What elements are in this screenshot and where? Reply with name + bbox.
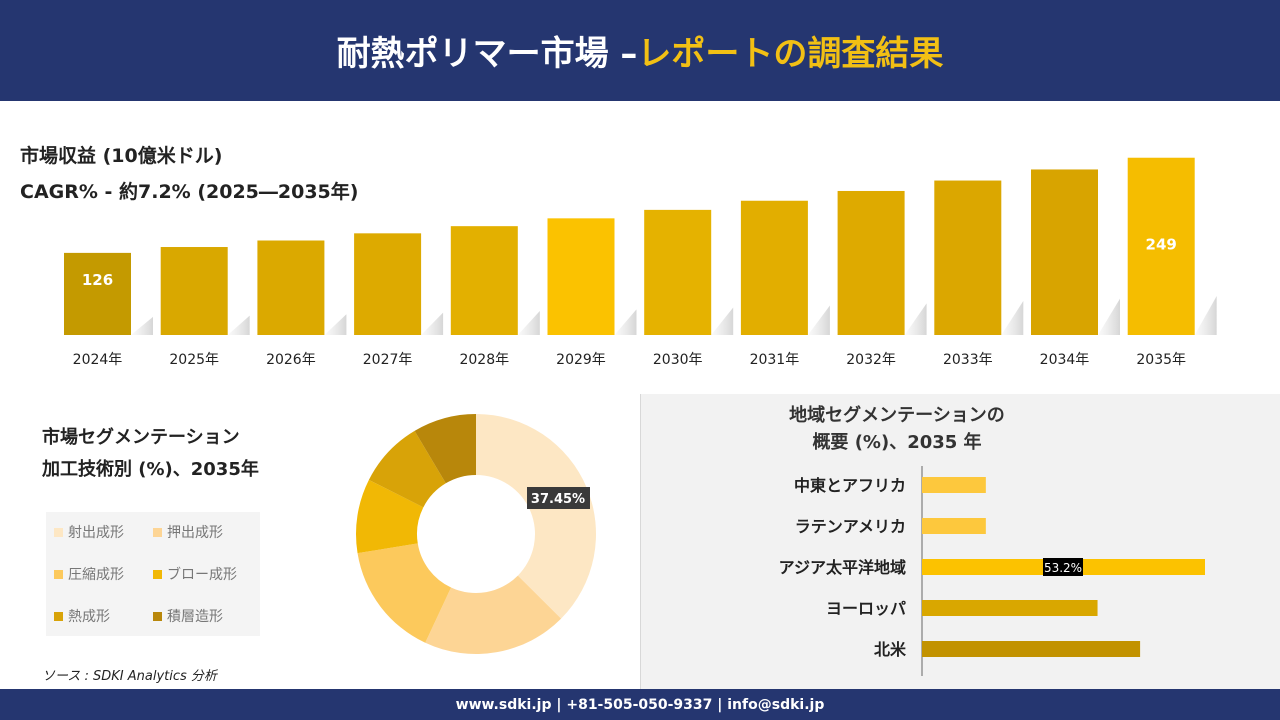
- region-title-line2: 概要 (%)、2035 年: [812, 432, 982, 453]
- year-tick-label: 2035年: [1136, 352, 1186, 368]
- year-tick-label: 2026年: [266, 352, 316, 368]
- year-tick-label: 2031年: [750, 352, 800, 368]
- year-tick-label: 2028年: [459, 352, 509, 368]
- legend-item: ブロー成形: [153, 562, 252, 586]
- bar-shadow: [1098, 298, 1120, 335]
- donut-data-label: 37.45%: [527, 487, 590, 509]
- revenue-bar: [934, 180, 1002, 335]
- year-tick-label: 2024年: [73, 352, 123, 368]
- title-main: 耐熱ポリマー市場 –: [336, 34, 638, 74]
- bar-shadow: [421, 312, 444, 335]
- region-bar: [922, 477, 986, 493]
- donut-slice: [414, 414, 476, 484]
- donut-slice: [368, 430, 446, 508]
- title-accent: レポートの調査結果: [637, 34, 944, 74]
- donut-label-text: 37.45%: [531, 492, 585, 507]
- legend-label: 圧縮成形: [68, 567, 124, 583]
- donut-slice: [357, 543, 452, 643]
- region-tick-label: ヨーロッパ: [826, 599, 906, 618]
- region-label-text: 53.2%: [1044, 561, 1082, 575]
- bar-shadow: [1001, 301, 1024, 335]
- region-data-label: 53.2%: [1043, 558, 1083, 576]
- revenue-label: 市場収益 (10億米ドル): [20, 145, 223, 167]
- year-tick-label: 2032年: [846, 352, 896, 368]
- bar-shadow: [517, 311, 540, 335]
- legend-swatch: [54, 527, 63, 537]
- segmentation-title-line2: 加工技術別 (%)、2035年: [42, 459, 259, 480]
- revenue-bar: [644, 209, 712, 335]
- legend-item: 射出成形: [54, 520, 153, 544]
- legend-swatch: [54, 611, 63, 621]
- year-tick-label: 2027年: [363, 352, 413, 368]
- revenue-bar: [1031, 169, 1098, 335]
- legend-item: 積層造形: [153, 604, 252, 628]
- legend-swatch: [153, 527, 162, 537]
- revenue-bar: [64, 252, 131, 335]
- donut-legend: 射出成形 押出成形圧縮成形 ブロー成形熱成形 積層造形: [46, 512, 260, 636]
- region-bar: [922, 600, 1098, 616]
- region-title: 地域セグメンテーションの 概要 (%)、2035 年: [641, 402, 1153, 456]
- revenue-bar: [450, 226, 518, 335]
- legend-swatch: [153, 611, 162, 621]
- legend-label: ブロー成形: [167, 567, 237, 583]
- donut-slice: [356, 479, 424, 554]
- page-header: 耐熱ポリマー市場 – レポートの調査結果: [0, 0, 1280, 101]
- legend-swatch: [54, 569, 63, 579]
- revenue-bar: [354, 233, 422, 335]
- region-panel: 地域セグメンテーションの 概要 (%)、2035 年 中東とアフリカ ラテンアメリ…: [640, 394, 1280, 689]
- year-tick-label: 2025年: [169, 352, 219, 368]
- donut-slice: [476, 414, 597, 619]
- revenue-bar: [837, 190, 905, 335]
- source-note: ソース : SDKI Analytics 分析: [42, 669, 217, 684]
- year-tick-label: 2030年: [653, 352, 703, 368]
- revenue-bar: [547, 218, 615, 335]
- donut-slice: [425, 575, 562, 654]
- bar-data-label: 249: [1146, 236, 1177, 254]
- revenue-bar: [740, 200, 808, 335]
- segmentation-donut-chart: 37.45%: [356, 414, 597, 654]
- bar-shadow: [711, 307, 734, 335]
- region-tick-label: 中東とアフリカ: [794, 476, 906, 495]
- legend-label: 射出成形: [68, 525, 124, 541]
- year-tick-label: 2033年: [943, 352, 993, 368]
- year-tick-label: 2034年: [1040, 352, 1090, 368]
- region-tick-label: 北米: [874, 640, 907, 659]
- region-tick-label: ラテンアメリカ: [795, 517, 906, 536]
- region-bar: [922, 518, 986, 534]
- bar-shadow: [227, 315, 250, 335]
- segmentation-title-line1: 市場セグメンテーション: [42, 427, 240, 448]
- revenue-bar: [160, 247, 228, 335]
- bar-shadow: [614, 309, 637, 335]
- bar-shadow: [1194, 296, 1217, 335]
- region-bar: [922, 641, 1141, 657]
- legend-label: 熱成形: [68, 609, 110, 625]
- legend-item: 熱成形: [54, 604, 153, 628]
- legend-label: 積層造形: [167, 609, 223, 625]
- page-footer: www.sdki.jp | +81-505-050-9337 | info@sd…: [0, 689, 1280, 720]
- bar-shadow: [904, 303, 927, 335]
- region-title-line1: 地域セグメンテーションの: [789, 405, 1005, 426]
- segmentation-title: 市場セグメンテーション 加工技術別 (%)、2035年: [42, 422, 259, 486]
- bar-shadow: [807, 305, 830, 335]
- bar-shadow: [324, 314, 347, 335]
- legend-item: 押出成形: [153, 520, 252, 544]
- bar-data-label: 126: [82, 271, 113, 289]
- cagr-label: CAGR% - 約7.2% (2025―2035年): [20, 181, 359, 203]
- revenue-bar-chart: 2024年 126 2025年 2026年 2027年 2028年 2029年 2030年 20…: [64, 157, 1217, 368]
- revenue-bar: [257, 240, 325, 335]
- legend-label: 押出成形: [167, 525, 223, 541]
- bar-shadow: [131, 316, 153, 335]
- year-tick-label: 2029年: [556, 352, 606, 368]
- region-tick-label: アジア太平洋地域: [779, 558, 906, 577]
- revenue-bar: [1127, 157, 1195, 335]
- legend-swatch: [153, 569, 162, 579]
- segmentation-panel: 市場セグメンテーション 加工技術別 (%)、2035年 射出成形 押出成形圧縮成形…: [0, 394, 640, 689]
- legend-item: 圧縮成形: [54, 562, 153, 586]
